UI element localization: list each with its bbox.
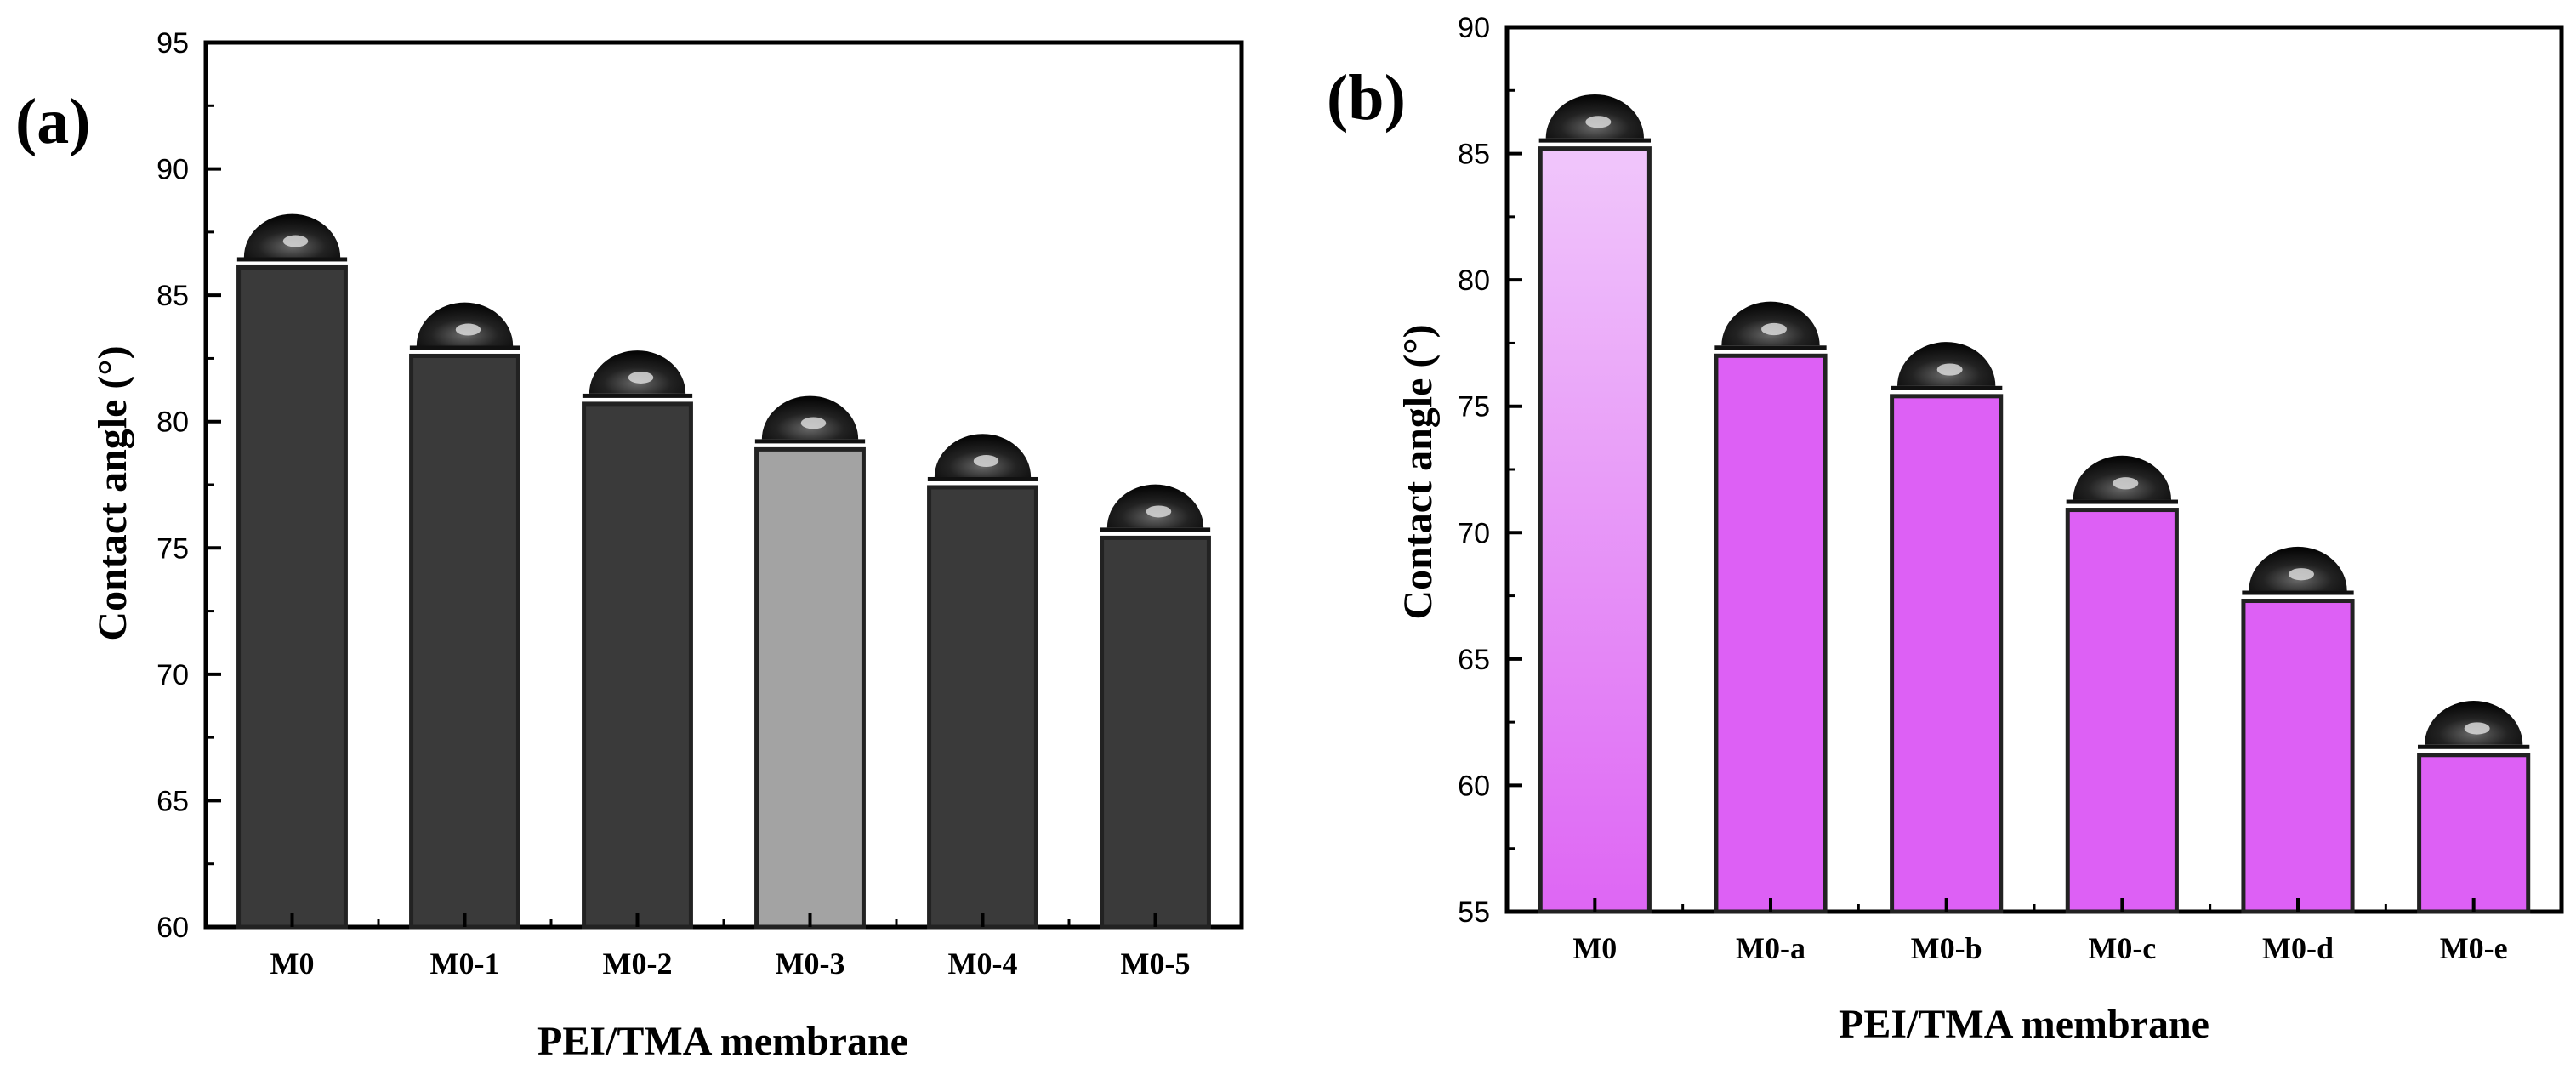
panel-b-xtick-label: M0-d [2262, 931, 2334, 965]
panel-a-ytick-label: 70 [156, 659, 189, 691]
panel-b-xtick-label: M0-b [1911, 931, 1982, 965]
panel-a-xtick-label: M0-5 [1121, 947, 1191, 981]
panel-a-bar-m0 [236, 264, 348, 930]
panel-b-ytick-label: 85 [1458, 139, 1490, 171]
panel-a-ytick-label: 95 [156, 27, 189, 60]
panel-a-bar-m0-4 [927, 485, 1038, 930]
panel-a-droplet-substrate [409, 345, 520, 350]
panel-b-bar-m0-c [2065, 508, 2179, 914]
panel-a-droplet-highlight [1146, 505, 1172, 518]
panel-a-xtick-label: M0-3 [776, 947, 845, 981]
panel-b-bar-m0-d [2241, 599, 2355, 914]
panel-a-bar-m0-3 [754, 446, 866, 930]
panel-b-xlabel: PEI/TMA membrane [1839, 1002, 2209, 1047]
panel-b-droplet-highlight [1936, 363, 1963, 376]
panel-b-droplet-highlight [2289, 568, 2314, 581]
panel-a-bar-m0-2 [582, 401, 693, 930]
panel-b-ytick-label: 70 [1458, 517, 1490, 549]
panel-a-axes-frame [203, 40, 1244, 930]
panel-a-ytick-label: 75 [156, 532, 189, 565]
panel-a-droplet-substrate [754, 439, 866, 444]
panel-a-ylabel: Contact angle (°) [90, 345, 135, 640]
panel-b-ytick-label: 80 [1458, 264, 1490, 297]
panel-a-label: (a) [15, 86, 91, 157]
panel-a-ytick-label: 60 [156, 912, 189, 944]
panel-a-bar-m0-5 [1100, 535, 1211, 930]
panel-b-bar-m0 [1538, 146, 1652, 914]
panel-b: (b) Contact angle (°) PEI/TMA membrane 5… [1327, 12, 2564, 1047]
panel-b-ylabel: Contact angle (°) [1396, 324, 1441, 619]
panel-b-ytick-label: 60 [1458, 770, 1490, 802]
panel-a-xtick-label: M0-4 [948, 947, 1018, 981]
panel-a-xtick-label: M0 [270, 947, 315, 981]
panel-b-plot: 55 60 65 70 75 80 85 90 M0 M0-a M0-b M0-c M0-d M0-e [1458, 12, 2564, 965]
panel-b-xtick-label: M0-e [2440, 931, 2508, 965]
panel-a-ytick-label: 85 [156, 280, 189, 312]
panel-b-ytick-label: 65 [1458, 644, 1490, 676]
panel-a-droplet-highlight [282, 235, 309, 247]
panel-b-droplet-substrate [1714, 345, 1827, 350]
panel-b-droplet-highlight [2464, 722, 2490, 735]
panel-b-ytick-label: 90 [1458, 12, 1490, 44]
panel-b-ytick-label: 75 [1458, 391, 1490, 424]
panel-a-droplet-highlight [628, 371, 654, 384]
panel-a-xtick-label: M0-1 [430, 947, 500, 981]
panel-a-droplet-substrate [236, 257, 348, 262]
panel-b-droplet-substrate [1891, 385, 2003, 390]
panel-a-bar-m0-1 [409, 353, 520, 930]
panel-b-xtick-label: M0-c [2088, 931, 2156, 965]
panel-a-xtick-label: M0-2 [603, 947, 673, 981]
panel-b-droplet-substrate [2242, 590, 2354, 595]
panel-a-plot: 60 65 70 75 80 85 90 95 M0 M0-1 M0-2 M0-3 M0-4 M0-5 [156, 27, 1244, 981]
panel-b-droplet-substrate [2418, 744, 2530, 749]
panel-a-droplet-highlight [800, 417, 827, 429]
panel-b-xtick-label: M0 [1572, 931, 1617, 965]
panel-a-ytick-label: 65 [156, 785, 189, 817]
panel-b-xtick-label: M0-a [1736, 931, 1805, 965]
panel-b-bar-m0-b [1890, 394, 2004, 914]
panel-b-droplet-highlight [1585, 116, 1612, 128]
panel-a-droplet-substrate [1100, 527, 1211, 532]
panel-a-droplet-substrate [927, 476, 1038, 481]
panel-b-label: (b) [1327, 62, 1406, 134]
panel-b-ytick-label: 55 [1458, 896, 1490, 929]
panel-a-droplet-highlight [455, 323, 481, 336]
panel-b-bar-m0-e [2417, 753, 2531, 914]
panel-a-droplet-substrate [582, 393, 693, 398]
panel-b-droplet-substrate [2066, 499, 2178, 504]
panel-b-droplet-highlight [1761, 322, 1787, 336]
panel-a: (a) Contact angle (°) PEI/TMA membrane 6… [15, 27, 1244, 1064]
panel-a-ytick-label: 90 [156, 154, 189, 186]
panel-a-droplet-highlight [973, 455, 999, 468]
panel-a-ytick-label: 80 [156, 407, 189, 439]
panel-a-xlabel: PEI/TMA membrane [537, 1019, 908, 1064]
panel-b-bar-m0-a [1714, 353, 1828, 914]
panel-b-droplet-highlight [2113, 477, 2139, 490]
panel-b-droplet-substrate [1538, 138, 1651, 143]
panel-b-axes-frame [1504, 25, 2564, 914]
